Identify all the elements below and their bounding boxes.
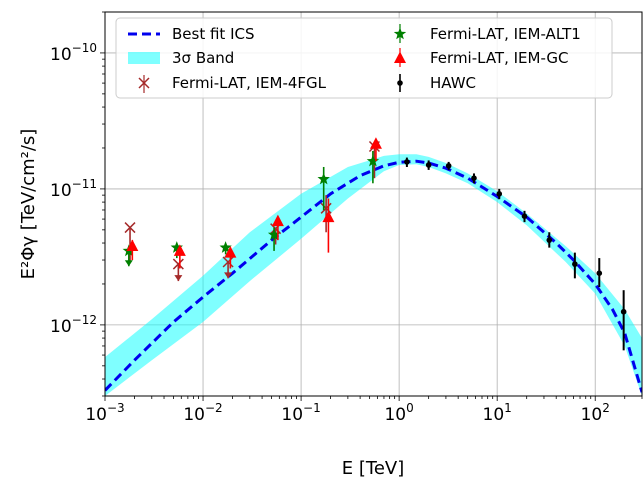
legend-label-best-fit: Best fit ICS (172, 25, 255, 43)
legend-label-gc: Fermi-LAT, IEM-GC (430, 49, 569, 67)
data-point (222, 256, 234, 268)
x-tick-label: 102 (581, 401, 610, 425)
data-point (596, 270, 603, 276)
data-point (271, 214, 284, 227)
data-point (320, 202, 332, 214)
x-tick-label: 10−2 (183, 401, 222, 425)
data-point (620, 308, 627, 315)
data-point (425, 162, 432, 168)
data-point (445, 162, 452, 169)
legend-label-alt1: Fermi-LAT, IEM-ALT1 (430, 25, 581, 43)
series-hawc (404, 157, 627, 351)
series-fermi-lat-iem-gc (126, 137, 382, 269)
data-point (471, 175, 477, 181)
data-point (219, 241, 232, 253)
legend-swatch-alt1 (393, 27, 407, 40)
y-tick-label: 10−12 (50, 313, 97, 337)
y-axis-label: E²Φγ [TeV/cm²/s] (18, 129, 39, 280)
data-point (124, 222, 136, 234)
legend-label-band: 3σ Band (172, 49, 234, 67)
legend-swatch-4fgl (138, 77, 150, 89)
data-point (224, 246, 237, 258)
data-point (317, 172, 330, 185)
legend-label-hawc: HAWC (430, 74, 476, 92)
upper-limit-arrow (224, 272, 233, 279)
data-points (122, 137, 627, 351)
legend-box (115, 17, 613, 99)
data-point (267, 228, 281, 240)
best-fit-line (105, 159, 642, 393)
plot-frame (104, 11, 643, 397)
x-axis-label: E [TeV] (342, 458, 404, 479)
sigma-band (105, 154, 642, 396)
data-point (521, 213, 528, 220)
data-point (173, 244, 186, 256)
legend-swatch-hawc (397, 80, 403, 86)
legend-swatch-band (128, 52, 160, 64)
data-point (322, 210, 335, 223)
legend: Best fit ICS 3σ Band Fermi-LAT, IEM-4FGL… (115, 17, 613, 99)
data-point (366, 154, 380, 167)
data-point (170, 241, 183, 253)
data-point (572, 261, 578, 267)
y-tick-label: 10−11 (50, 177, 97, 201)
upper-limit-arrow (124, 260, 133, 267)
y-tick-label: 10−10 (50, 41, 97, 65)
x-tick-label: 100 (384, 401, 413, 425)
data-point (369, 137, 382, 149)
axis-ticks: 10−3 10−2 10−1 100 101 102 10−12 10−11 10−10 (50, 11, 643, 425)
data-point (172, 258, 184, 270)
data-point (496, 191, 503, 197)
upper-limit-arrow (174, 275, 183, 282)
legend-swatch-gc (394, 51, 406, 63)
legend-label-4fgl: Fermi-LAT, IEM-4FGL (172, 74, 327, 92)
data-point (126, 239, 139, 252)
x-tick-label: 101 (483, 401, 512, 425)
legend-swatches (128, 24, 407, 93)
x-tick-label: 10−3 (85, 401, 124, 425)
x-tick-label: 10−1 (281, 401, 320, 425)
data-point (404, 159, 410, 165)
data-point (546, 237, 553, 243)
